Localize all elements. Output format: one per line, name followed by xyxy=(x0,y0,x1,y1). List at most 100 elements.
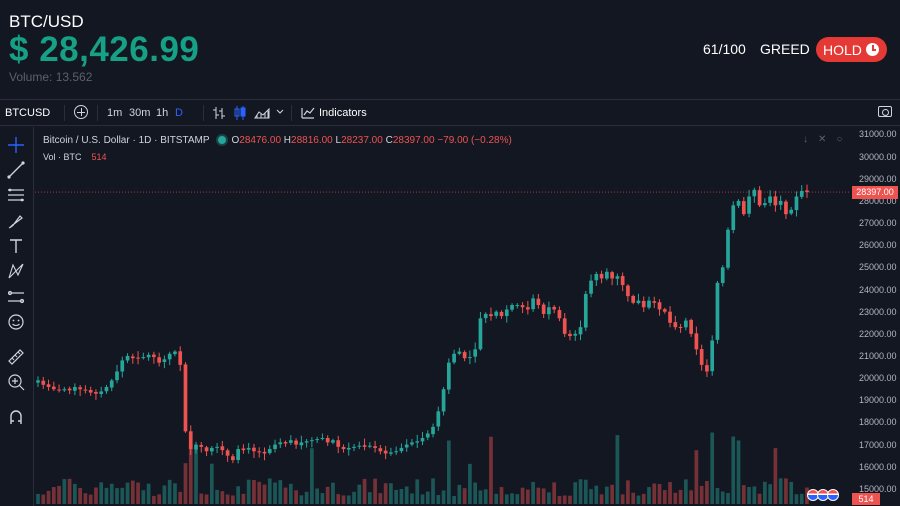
volume-bar xyxy=(283,487,288,504)
bar-style-icon[interactable] xyxy=(212,106,226,120)
sentiment-label: GREED xyxy=(760,41,810,57)
candle-body xyxy=(425,433,430,438)
candle-body xyxy=(231,456,235,461)
trend-line-icon[interactable] xyxy=(6,160,26,180)
zoom-icon[interactable] xyxy=(6,372,26,392)
candle-body xyxy=(257,451,262,453)
volume-bar xyxy=(373,478,377,504)
volume-bar xyxy=(199,493,204,504)
camera-icon[interactable] xyxy=(878,106,892,117)
volume-bar xyxy=(794,494,799,504)
candle-body xyxy=(705,365,709,372)
collapse-icon[interactable]: ✕ xyxy=(818,134,837,145)
timeframe-1h[interactable]: 1h xyxy=(156,107,169,119)
volume-bar xyxy=(304,491,309,504)
candlestick-chart-svg[interactable] xyxy=(35,127,900,506)
volume-bar xyxy=(773,448,778,504)
volume-bar xyxy=(157,494,161,504)
candle-body xyxy=(599,273,604,279)
volume-bar xyxy=(689,490,693,504)
candle-style-icon[interactable] xyxy=(233,105,247,121)
candle-body xyxy=(310,440,314,442)
chevron-down-icon[interactable] xyxy=(276,109,284,115)
chart-controls: ↓✕○ xyxy=(803,134,852,145)
candle-body xyxy=(652,301,657,303)
candle-body xyxy=(225,450,230,456)
volume-bar xyxy=(520,487,525,504)
volume-bar xyxy=(410,493,414,504)
volume-bar xyxy=(489,436,493,504)
volume-bar xyxy=(499,487,504,504)
volume-bar xyxy=(605,486,609,504)
volume-bar xyxy=(620,494,625,504)
candle-body xyxy=(568,333,572,337)
settings-icon[interactable]: ○ xyxy=(836,134,853,145)
emoji-icon[interactable] xyxy=(6,312,26,332)
legend-title: Bitcoin / U.S. Dollar · 1D · BITSTAMP xyxy=(43,135,210,146)
candle-body xyxy=(188,431,193,450)
volume-bar xyxy=(631,492,636,504)
fib-icon[interactable] xyxy=(6,185,26,205)
volume-bar xyxy=(747,486,751,504)
legend-l-label: L xyxy=(335,135,342,146)
timeframe-d[interactable]: D xyxy=(175,107,183,119)
candle-body xyxy=(162,359,167,362)
candle-body xyxy=(789,209,794,214)
timeframe-1m[interactable]: 1m xyxy=(107,107,123,119)
indicators-button[interactable]: Indicators xyxy=(319,107,367,119)
candle-body xyxy=(325,437,330,443)
candle-body xyxy=(267,449,272,454)
candle-body xyxy=(626,285,630,297)
candle-body xyxy=(341,446,346,450)
arrow-down-icon[interactable]: ↓ xyxy=(803,134,818,145)
crosshair-icon[interactable] xyxy=(6,135,26,155)
volume-bar xyxy=(183,463,188,504)
volume-bar xyxy=(731,436,736,504)
volume-bar xyxy=(383,483,388,504)
us-flag-icon[interactable] xyxy=(827,489,839,501)
legend-change: −79.00 (−0.28%) xyxy=(437,135,512,146)
volume-bar xyxy=(478,490,483,504)
candle-body xyxy=(46,384,51,388)
volume-bar xyxy=(562,495,567,504)
indicators-icon[interactable] xyxy=(301,105,315,119)
timeframe-30m[interactable]: 30m xyxy=(129,107,151,119)
area-style-icon[interactable] xyxy=(254,106,270,120)
ruler-icon[interactable] xyxy=(6,347,26,367)
volume-bar xyxy=(320,493,325,504)
volume-bar xyxy=(715,488,720,504)
volume-bar xyxy=(736,440,741,504)
prediction-icon[interactable] xyxy=(6,287,26,307)
price-chart[interactable]: Bitcoin / U.S. Dollar · 1D · BITSTAMP O28… xyxy=(35,127,900,506)
candle-body xyxy=(362,445,367,447)
toolbar-divider xyxy=(291,105,292,121)
volume-legend: Vol · BTC 514 xyxy=(43,152,107,162)
candle-body xyxy=(573,333,578,336)
price-axis-tick: 27000.00 xyxy=(859,218,897,229)
candle-body xyxy=(167,353,172,360)
clock-icon xyxy=(866,43,879,56)
volume-bar xyxy=(468,463,472,504)
candle-body xyxy=(62,389,67,391)
candle-body xyxy=(636,300,641,304)
symbol-search[interactable]: BTCUSD xyxy=(5,107,51,119)
volume-bar xyxy=(415,479,420,504)
price-axis-tick: 17000.00 xyxy=(859,439,897,450)
pattern-icon[interactable] xyxy=(6,261,26,281)
hold-button[interactable]: HOLD xyxy=(816,37,887,62)
volume-bar xyxy=(536,487,541,504)
brush-icon[interactable] xyxy=(6,211,26,231)
volume-bar xyxy=(778,478,783,504)
volume-bar xyxy=(315,488,320,504)
candle-body xyxy=(420,437,425,442)
volume-bar xyxy=(188,444,193,504)
text-icon[interactable] xyxy=(6,236,26,256)
candle-body xyxy=(436,411,441,427)
ticker-header: BTC/USD $ 28,426.99 Volume: 13.562 61/10… xyxy=(0,0,900,98)
magnet-icon[interactable] xyxy=(6,407,26,427)
plus-circle-icon[interactable] xyxy=(74,105,88,119)
price-axis-tick: 23000.00 xyxy=(859,306,897,317)
volume-bar xyxy=(357,484,362,504)
event-flags[interactable] xyxy=(807,489,841,501)
price-axis-tick: 29000.00 xyxy=(859,173,897,184)
